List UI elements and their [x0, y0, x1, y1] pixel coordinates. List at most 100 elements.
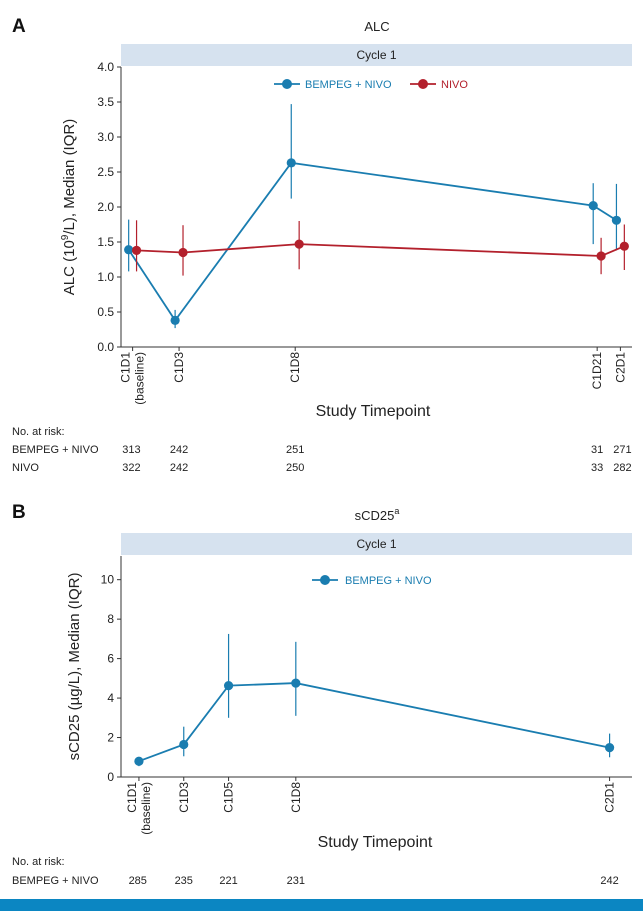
series-bempeg-nivo	[124, 104, 622, 329]
x-tick-label-main: C1D1	[119, 352, 133, 383]
x-tick-label-main: C1D5	[222, 782, 236, 813]
facet-strip	[121, 533, 632, 555]
facet-strip-label: Cycle 1	[356, 48, 396, 62]
legend-label: BEMPEG + NIVO	[345, 575, 432, 587]
y-axis-label-part: /L), Median (IQR)	[61, 119, 78, 235]
x-tick-label-main: C1D21	[590, 352, 604, 390]
x-tick-label-sub: (baseline)	[133, 352, 147, 405]
at-risk-header: No. at risk:	[12, 856, 65, 868]
y-axis-label: sCD25 (µg/L), Median (IQR)	[66, 573, 83, 761]
facet-strip	[121, 44, 632, 66]
at-risk-count: 251	[286, 444, 304, 456]
at-risk-count: 322	[122, 462, 140, 474]
chart-panel-a: A ALC Cycle 1 0.0 0.5 1.0 1.5 2.0 2.5 3.0 3.5 4.0 AL…	[12, 16, 632, 474]
median-point	[223, 681, 234, 691]
y-tick-label: 4.0	[97, 60, 114, 74]
chart-title-text: sCD25	[355, 508, 395, 523]
at-risk-count: 250	[286, 462, 304, 474]
x-tick-label: C1D8	[289, 782, 303, 813]
x-axis-label: Study Timepoint	[316, 403, 431, 420]
y-axis-label-part: 9	[60, 234, 71, 240]
at-risk-count: 221	[219, 875, 237, 887]
at-risk-header: No. at risk:	[12, 426, 65, 438]
y-tick-label: 8	[107, 612, 114, 626]
facet-strip-label: Cycle 1	[356, 537, 396, 551]
x-tick-label: C2D1	[603, 782, 617, 813]
y-tick-label: 3.5	[97, 95, 114, 109]
median-point	[619, 241, 629, 251]
median-point	[588, 201, 598, 211]
chart-title: sCD25a	[355, 506, 400, 523]
median-point	[286, 158, 296, 168]
x-tick-label-main: C2D1	[613, 352, 627, 383]
series-line	[127, 161, 617, 322]
at-risk-count: 271	[613, 444, 631, 456]
x-tick-label-main: C2D1	[603, 782, 617, 813]
chart-title-text: ALC	[364, 19, 389, 34]
y-axis-label-part: sCD25 (µg/L), Median (IQR)	[66, 573, 83, 761]
median-point	[604, 742, 615, 753]
series-nivo	[131, 220, 629, 276]
series-line	[136, 243, 625, 257]
panel-letter: A	[12, 16, 26, 37]
x-tick-label: C1D3	[177, 782, 191, 813]
median-point	[170, 315, 180, 325]
y-tick-label: 4	[107, 691, 114, 705]
median-point	[291, 678, 301, 688]
median-point	[294, 239, 304, 249]
median-point	[131, 245, 142, 255]
x-tick-label: C2D1	[613, 352, 627, 383]
series-bempeg-nivo	[134, 633, 615, 767]
panel-letter: B	[12, 502, 26, 523]
median-point	[134, 756, 144, 766]
at-risk-count: 285	[129, 875, 147, 887]
at-risk-count: 242	[170, 462, 188, 474]
at-risk-count: 242	[170, 444, 188, 456]
legend-marker	[282, 79, 292, 89]
y-tick-label: 1.0	[97, 270, 114, 284]
at-risk-count: 242	[600, 875, 618, 887]
chart-title-superscript: a	[394, 506, 399, 516]
median-point	[124, 245, 134, 255]
x-tick-label-main: C1D3	[177, 782, 191, 813]
legend-label: BEMPEG + NIVO	[305, 79, 392, 91]
y-tick-label: 1.5	[97, 235, 114, 249]
x-tick-label-main: C1D3	[172, 352, 186, 383]
at-risk-row-label: BEMPEG + NIVO	[12, 444, 99, 456]
median-point	[179, 739, 189, 750]
y-tick-label: 2.5	[97, 165, 114, 179]
y-tick-label: 3.0	[97, 130, 114, 144]
y-tick-label: 6	[107, 652, 114, 666]
legend-marker	[320, 575, 330, 585]
at-risk-count: 33	[591, 462, 603, 474]
at-risk-row-label: NIVO	[12, 462, 39, 474]
median-point	[611, 215, 622, 225]
y-axis-label-part: ALC (10	[61, 240, 78, 295]
x-tick-label: C1D8	[288, 352, 302, 383]
x-tick-label-sub: (baseline)	[139, 782, 153, 835]
x-tick-label: C1D3	[172, 352, 186, 383]
footer-bar	[0, 899, 643, 911]
x-tick-label: C1D1(baseline)	[125, 782, 153, 835]
x-tick-label-main: C1D1	[125, 782, 139, 813]
y-tick-label: 10	[101, 573, 115, 587]
at-risk-count: 31	[591, 444, 603, 456]
legend-marker	[418, 79, 428, 89]
series-line	[138, 682, 610, 763]
at-risk-count: 313	[122, 444, 140, 456]
at-risk-count: 231	[287, 875, 305, 887]
at-risk-count: 282	[613, 462, 631, 474]
x-tick-label: C1D21	[590, 352, 604, 390]
at-risk-count: 235	[175, 875, 193, 887]
y-tick-label: 2	[107, 731, 114, 745]
y-axis-label: ALC (109/L), Median (IQR)	[60, 119, 78, 295]
at-risk-row-label: BEMPEG + NIVO	[12, 875, 99, 887]
y-tick-label: 2.0	[97, 200, 114, 214]
y-tick-label: 0	[107, 770, 114, 784]
chart-title: ALC	[364, 19, 389, 34]
median-point	[596, 251, 606, 261]
x-tick-label-main: C1D8	[289, 782, 303, 813]
legend-label: NIVO	[441, 79, 468, 91]
median-point	[178, 247, 188, 258]
